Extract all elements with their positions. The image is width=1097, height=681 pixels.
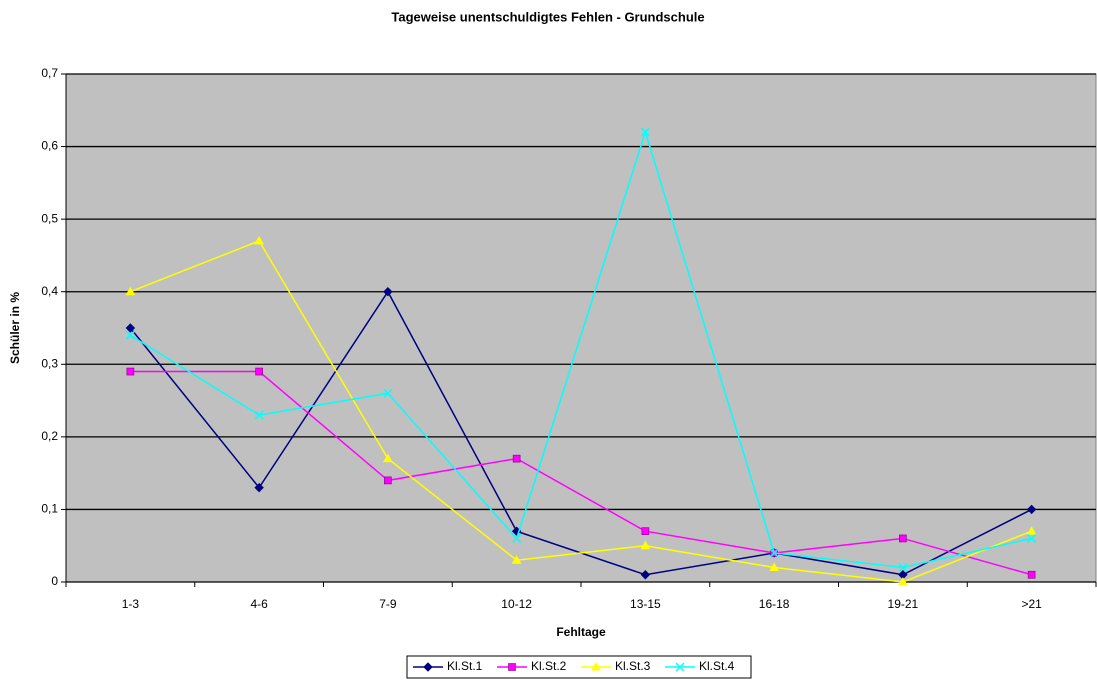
marker [512,454,521,463]
y-tick-label: 0,3 [41,356,58,370]
marker [1027,570,1036,579]
series-line [129,129,1032,569]
y-tick-label: 0,5 [41,211,58,225]
marker [126,367,135,376]
legend-label: Kl.St.2 [531,659,567,673]
marker [641,527,650,536]
x-tick-label: 16-18 [759,597,790,611]
legend-marker [675,662,685,672]
marker [254,482,264,493]
marker [125,330,135,340]
marker [640,570,651,580]
marker [1026,526,1037,535]
marker [383,287,393,297]
x-axis-label: Fehltage [556,625,606,639]
chart-title: Tageweise unentschuldigtes Fehlen - Grun… [391,9,704,24]
legend-marker [423,662,433,672]
legend-box [406,655,752,679]
y-tick-label: 0,2 [41,429,58,443]
marker [1027,533,1037,543]
series [125,235,1037,586]
plot-area [65,73,1097,583]
marker [254,235,264,245]
marker [383,453,393,463]
x-tick-label: 19-21 [888,597,919,611]
marker [769,562,779,571]
x-tick-label: 1-3 [122,597,140,611]
x-tick-label: 10-12 [501,597,532,611]
series-line [130,370,1032,576]
series [125,127,1037,573]
marker [255,367,263,376]
y-axis-label: Schüler in % [8,292,22,364]
legend-label: Kl.St.1 [447,659,483,673]
marker [899,534,907,543]
y-tick-label: 0,7 [41,66,58,80]
y-tick-label: 0 [51,574,58,588]
series-line [130,239,1032,583]
marker [511,555,522,564]
marker [898,562,908,573]
marker [125,286,136,296]
y-tick-label: 0,1 [41,502,58,516]
marker [125,323,136,333]
marker [769,548,779,558]
x-tick-label: 4-6 [250,597,268,611]
y-tick-label: 0,6 [41,139,58,153]
legend-marker [591,661,601,671]
legend-marker [508,663,516,671]
marker [383,388,393,398]
marker [1026,504,1037,515]
x-tick-label: 13-15 [630,597,661,611]
marker [384,476,392,485]
marker [512,533,522,543]
x-tick-label: 7-9 [379,597,397,611]
marker [640,540,651,550]
legend-label: Kl.St.4 [699,659,735,673]
y-tick-label: 0,4 [41,284,58,298]
marker [254,410,264,420]
marker [898,576,908,586]
legend-label: Kl.St.3 [615,659,651,673]
x-tick-label: >21 [1021,597,1042,611]
marker [640,127,650,137]
